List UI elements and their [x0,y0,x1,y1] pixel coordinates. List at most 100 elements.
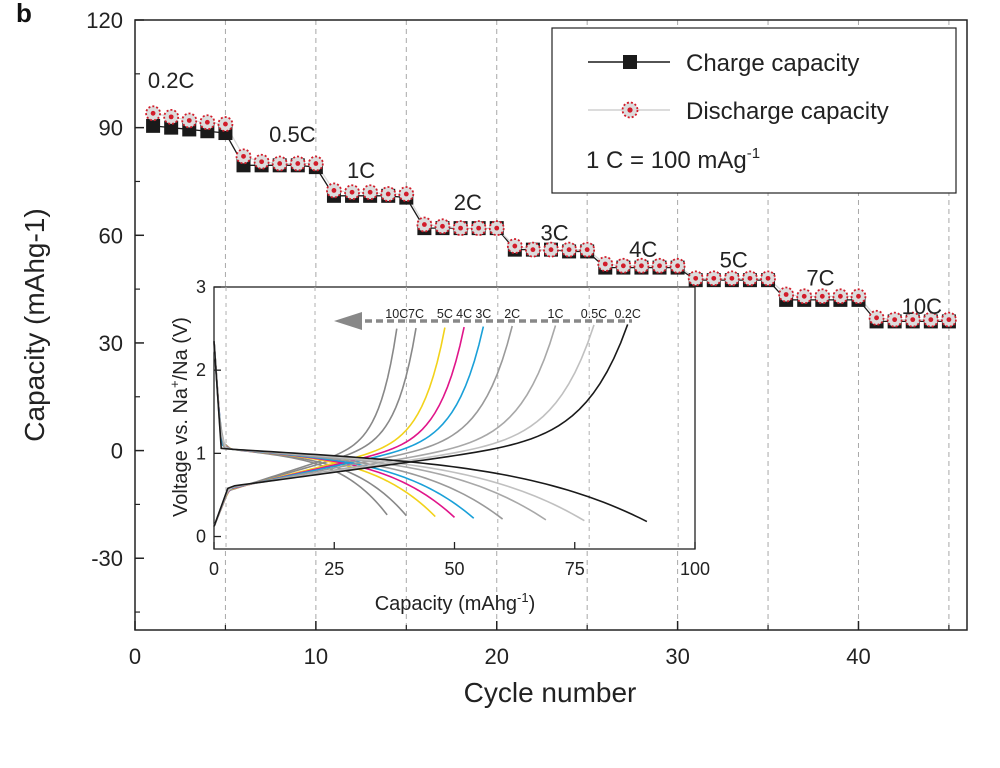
discharge-marker-dot [331,188,337,193]
inset-y-axis-title: Voltage vs. Na+/Na (V) [167,317,192,517]
inset-x-tick-label: 100 [680,559,710,579]
inset-x-tick-label: 0 [209,559,219,579]
discharge-capacity-point [380,186,397,202]
discharge-marker-dot [693,275,699,281]
x-axis-title: Cycle number [464,677,637,708]
discharge-marker-dot [223,121,228,127]
discharge-capacity-point [760,270,776,287]
discharge-capacity-point [868,309,885,326]
discharge-capacity-point [850,288,867,305]
inset-curves [213,324,648,527]
discharge-marker-dot [675,263,681,269]
discharge-marker-dot [512,243,518,249]
inset-rate-label: 5C [437,307,453,321]
discharge-capacity-point [145,105,161,122]
discharge-capacity-point [235,148,252,165]
y-tick-label: 60 [99,223,123,248]
discharge-capacity-point [832,288,849,305]
x-tick-label: 0 [129,644,141,669]
rate-label: 0.5C [269,122,316,147]
charge-curve [213,324,629,527]
discharge-marker-dot [150,110,156,116]
inset-rate-label: 0.2C [614,307,640,321]
discharge-capacity-point [579,241,596,258]
inset-x-tick-label: 75 [565,559,585,579]
discharge-capacity-point [561,241,577,258]
discharge-marker-dot [186,118,192,123]
inset-y-tick-label: 0 [196,527,206,547]
y-tick-label: 90 [99,116,123,141]
inset-x-tick-label: 25 [324,559,344,579]
legend-charge-label: Charge capacity [686,50,859,77]
inset-rate-label: 7C [408,307,424,321]
inset-arrow [334,312,632,330]
rate-label: 4C [629,237,657,262]
discharge-capacity-point [217,116,234,132]
discharge-capacity-point [271,155,288,172]
discharge-capacity-point [742,270,758,287]
rate-label: 0.2C [148,68,195,93]
discharge-capacity-point [922,311,939,328]
x-tick-label: 30 [665,644,689,669]
discharge-capacity-point [615,257,632,274]
charge-capacity-point [164,120,179,135]
discharge-capacity-point [199,114,216,131]
y-tick-label: -30 [91,546,123,571]
discharge-marker-dot [530,247,536,253]
discharge-capacity-point [904,311,921,328]
discharge-marker-dot [440,223,445,229]
discharge-marker-dot [910,317,916,323]
discharge-capacity-point [398,186,415,202]
discharge-marker-dot [837,293,843,299]
discharge-marker-dot [747,275,753,281]
discharge-marker-dot [494,225,500,231]
discharge-marker-dot [711,275,717,281]
y-tick-label: 0 [111,439,123,464]
inset-y-tick-label: 2 [196,360,206,380]
inset-rate-label: 4C [456,307,472,321]
discharge-marker-dot [548,247,554,253]
discharge-marker-dot [946,317,952,323]
discharge-marker-dot [241,153,246,159]
y-tick-label: 30 [99,331,123,356]
legend-discharge-label: Discharge capacity [686,98,889,125]
discharge-marker-dot [349,189,355,195]
discharge-capacity-point [470,220,487,237]
discharge-capacity-point [181,112,198,129]
discharge-capacity-point [597,256,614,272]
discharge-capacity-point [778,286,795,303]
discharge-capacity-point [362,184,379,201]
discharge-marker-dot [458,225,463,231]
rate-label: 3C [541,221,569,246]
discharge-capacity-point [814,288,831,305]
charge-capacity-point [146,118,161,133]
discharge-marker-dot [729,275,735,281]
discharge-capacity-point [326,182,342,199]
discharge-marker-dot [801,293,807,299]
discharge-capacity-point [723,270,740,287]
discharge-capacity-point [434,218,451,235]
discharge-marker-dot [928,317,934,323]
discharge-marker-dot [476,225,482,231]
rate-label: 5C [720,248,748,273]
inset-x-tick-label: 50 [444,559,464,579]
inset-rate-label: 1C [548,307,564,321]
discharge-marker-dot [403,191,409,197]
rate-label: 1C [347,158,375,183]
legend-rate-note: 1 C = 100 mAg-1 [586,145,760,174]
x-tick-label: 40 [846,644,870,669]
discharge-capacity-point [163,108,180,125]
voltage-profile-inset: 0 25 50 75 100 0 1 2 3 10C 7C 5C 4C 3C 2C 1C 0.5C 0.2C C… [167,277,710,615]
discharge-marker-dot [892,317,898,323]
rate-label: 7C [806,266,834,291]
discharge-capacity-point [796,288,813,305]
inset-grid [225,287,679,549]
legend-charge-marker [623,55,637,69]
discharge-marker-dot [620,263,626,269]
inset-plot-frame [213,286,696,550]
inset-rate-label: 0.5C [581,307,607,321]
panel-label: b [16,0,32,28]
legend: Charge capacity Discharge capacity 1 C =… [551,27,957,194]
